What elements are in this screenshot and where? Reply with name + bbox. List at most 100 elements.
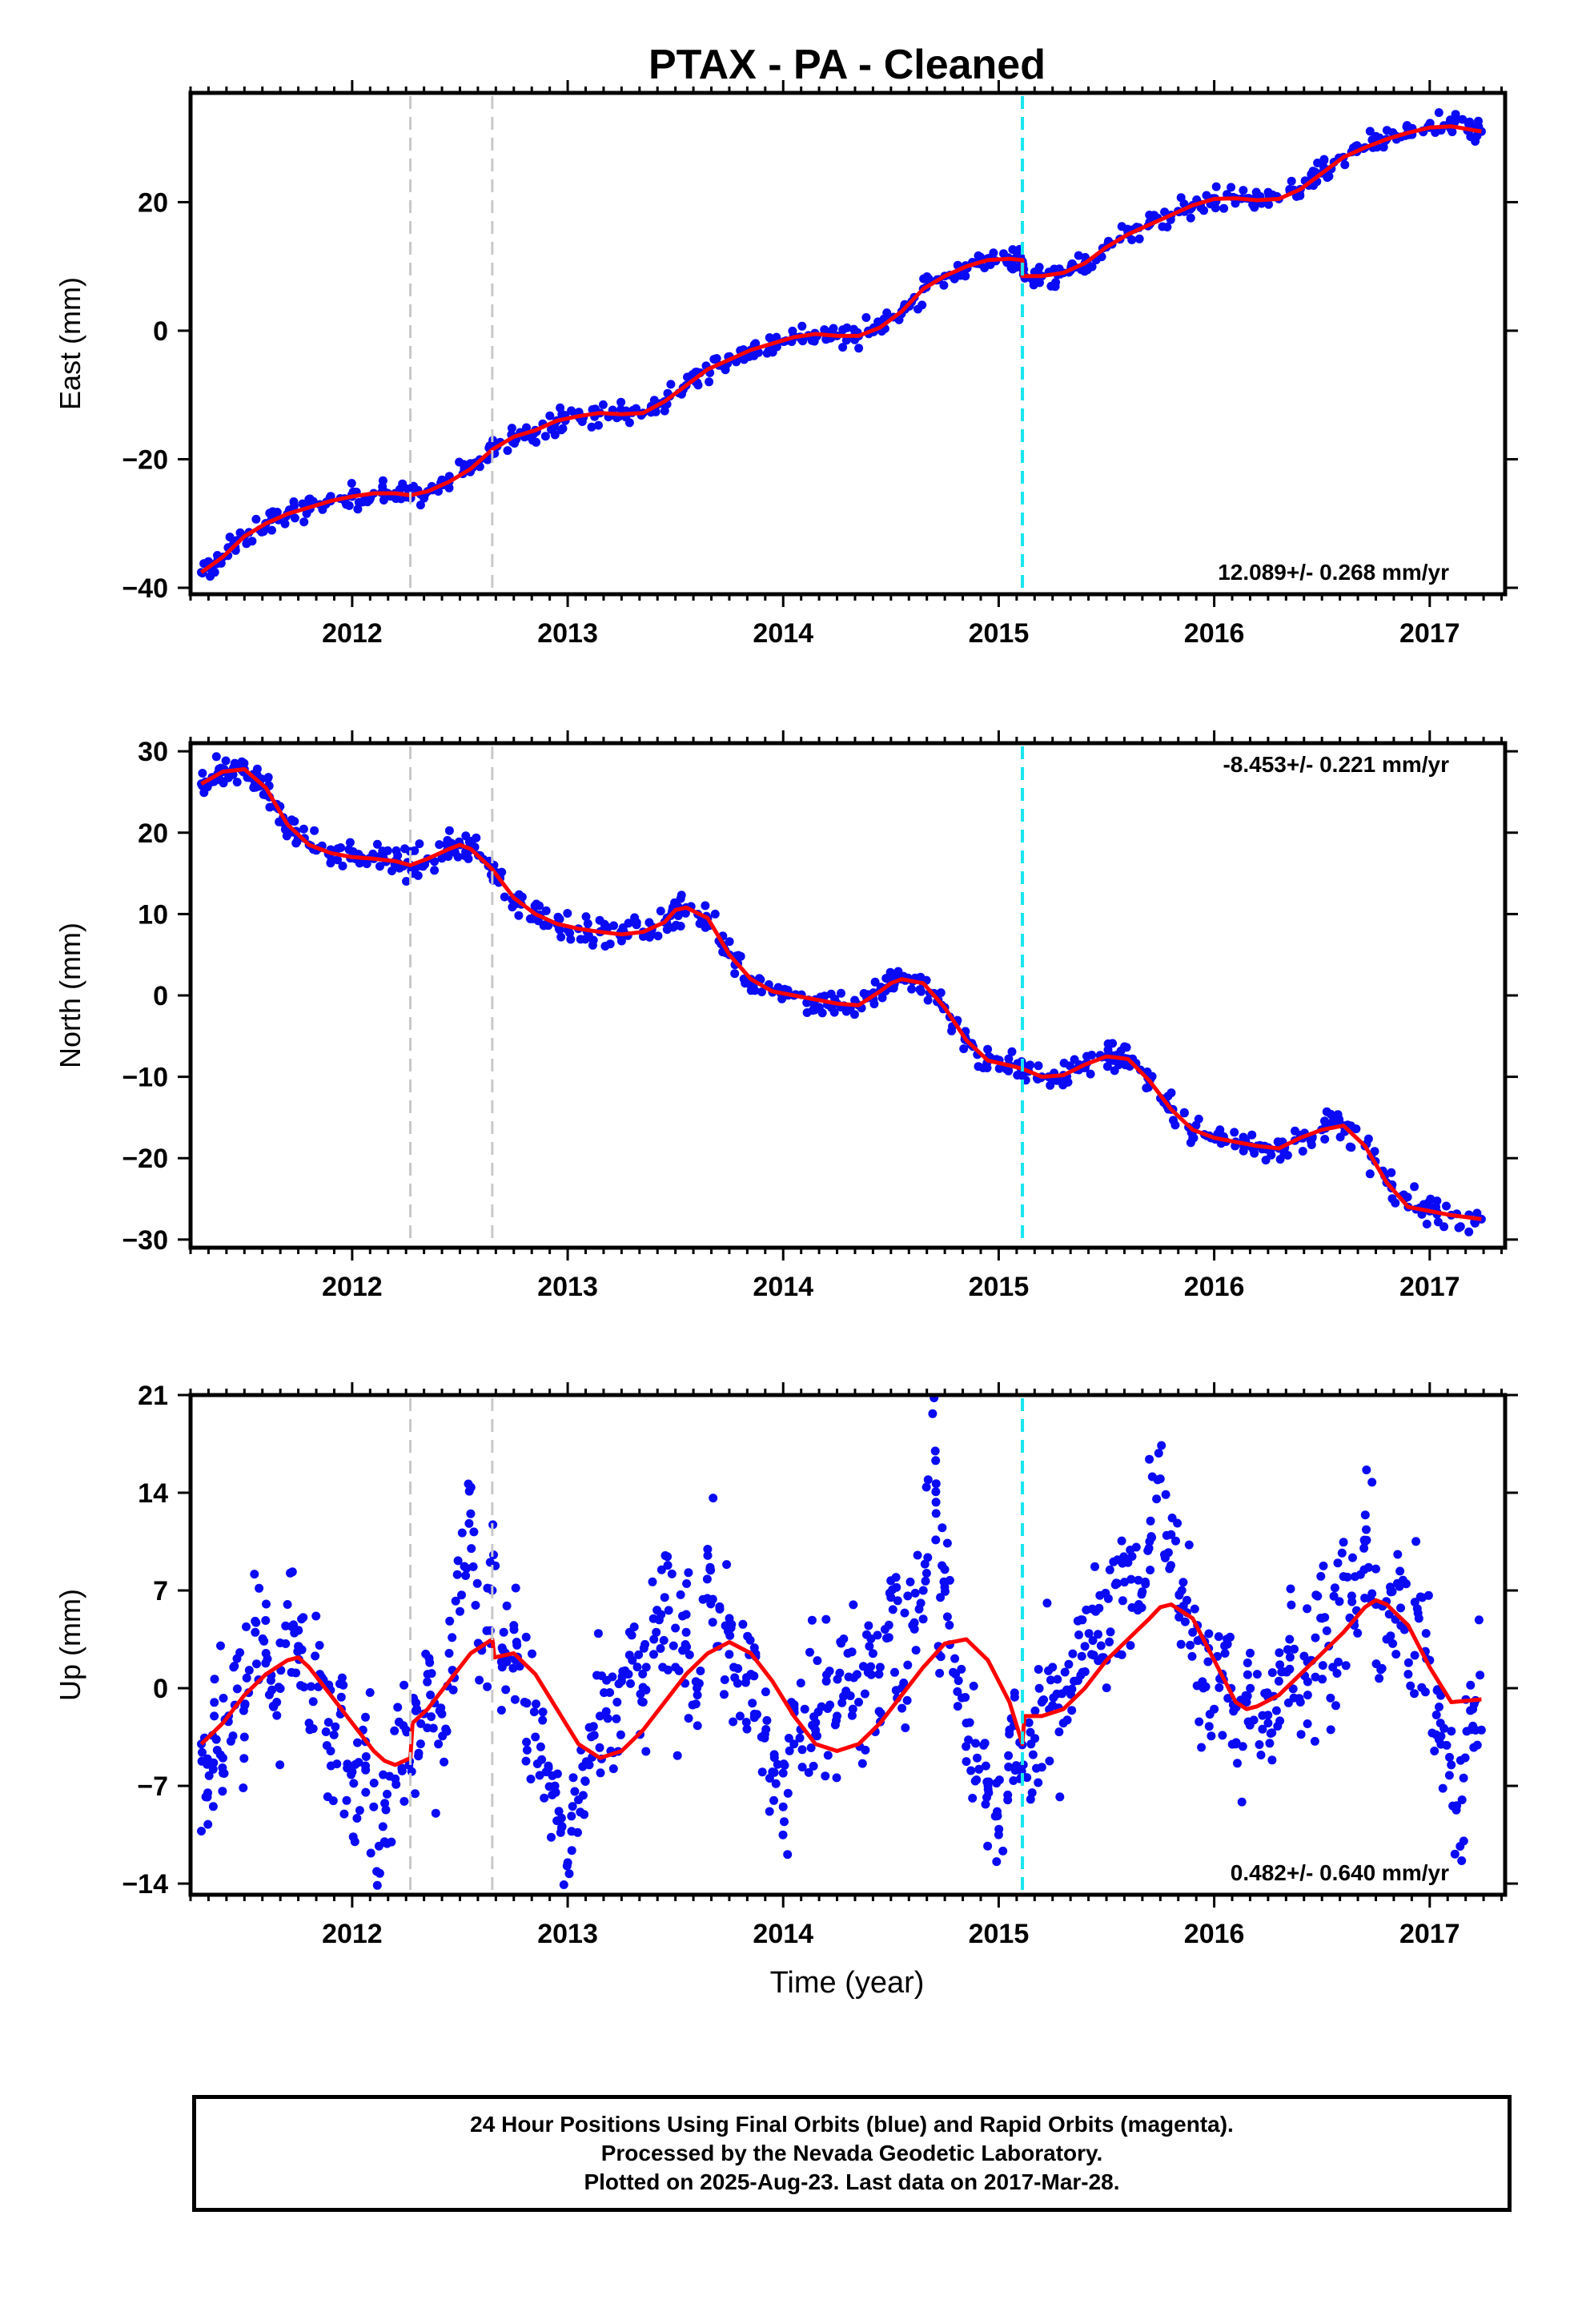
up-data-point xyxy=(428,1723,438,1733)
up-data-point xyxy=(576,1807,585,1817)
east-data-point xyxy=(251,514,261,524)
up-data-point xyxy=(275,1684,285,1693)
east-data-point xyxy=(503,446,512,456)
up-data-point xyxy=(1155,1474,1165,1484)
east-x-tick-label: 2016 xyxy=(1184,618,1245,649)
up-data-point xyxy=(339,1809,349,1819)
footer-line-plot-date: Plotted on 2025-Aug-23. Last data on 201… xyxy=(584,2169,1120,2194)
up-data-point xyxy=(251,1627,260,1637)
east-y-tick-label: −40 xyxy=(122,573,168,604)
east-data-point xyxy=(1127,235,1137,244)
east-data-point xyxy=(550,430,560,440)
east-data-point xyxy=(894,315,904,324)
up-data-point xyxy=(471,1601,480,1610)
north-data-point xyxy=(345,838,355,847)
up-data-point xyxy=(1173,1518,1182,1528)
up-data-point xyxy=(942,1612,952,1622)
up-data-point xyxy=(1203,1657,1213,1667)
up-data-point xyxy=(890,1667,899,1677)
north-data-point xyxy=(1120,1042,1130,1051)
east-data-point xyxy=(365,495,374,505)
up-data-point xyxy=(1452,1801,1462,1811)
up-data-point xyxy=(918,1586,928,1595)
up-data-point xyxy=(361,1765,371,1775)
north-data-point xyxy=(232,778,242,787)
up-data-point xyxy=(466,1509,476,1518)
up-data-point xyxy=(1395,1582,1404,1591)
east-data-point xyxy=(1447,127,1457,137)
up-data-point xyxy=(729,1717,738,1727)
east-data-point xyxy=(854,344,864,353)
up-data-point xyxy=(595,1743,604,1752)
up-data-point xyxy=(551,1787,560,1797)
east-data-point xyxy=(347,479,356,488)
east-data-point xyxy=(594,420,603,430)
up-data-point xyxy=(537,1755,547,1764)
north-data-point xyxy=(221,756,231,766)
up-data-point xyxy=(416,1719,426,1728)
north-data-point xyxy=(1103,1045,1113,1055)
up-data-point xyxy=(1393,1550,1403,1559)
east-data-point xyxy=(989,248,998,258)
up-data-point xyxy=(1286,1584,1295,1594)
up-data-point xyxy=(531,1732,540,1742)
up-data-point xyxy=(854,1698,863,1707)
east-data-point xyxy=(974,251,983,260)
up-data-point xyxy=(1223,1694,1233,1703)
up-data-point xyxy=(1360,1510,1370,1520)
up-data-point xyxy=(1177,1586,1186,1595)
up-data-point xyxy=(467,1544,476,1554)
north-data-point xyxy=(1188,1133,1198,1143)
up-data-point xyxy=(559,1880,568,1889)
north-data-point xyxy=(1004,1054,1014,1063)
up-data-point xyxy=(593,1629,603,1638)
east-data-point xyxy=(1458,115,1468,124)
up-data-point xyxy=(1011,1761,1021,1771)
north-data-point xyxy=(1279,1149,1289,1159)
north-data-point xyxy=(644,918,654,927)
up-data-point xyxy=(938,1523,947,1533)
up-data-point xyxy=(1362,1466,1371,1474)
up-y-tick-label: −7 xyxy=(137,1771,168,1802)
up-data-point xyxy=(1295,1698,1305,1707)
up-data-point xyxy=(1326,1693,1335,1703)
up-data-point xyxy=(1231,1738,1241,1747)
up-data-point xyxy=(1080,1642,1090,1651)
up-data-point xyxy=(923,1553,933,1562)
up-data-point xyxy=(784,1734,793,1743)
up-data-point xyxy=(876,1709,885,1718)
east-data-point xyxy=(1134,234,1144,243)
up-data-point xyxy=(1411,1537,1421,1546)
up-data-point xyxy=(294,1626,303,1635)
up-data-point xyxy=(936,1593,946,1602)
up-data-point xyxy=(1103,1594,1113,1603)
up-data-point xyxy=(528,1649,536,1659)
up-data-point xyxy=(778,1802,788,1811)
up-data-point xyxy=(994,1824,1004,1834)
x-axis-label: Time (year) xyxy=(770,1966,925,2000)
up-data-point xyxy=(412,1704,422,1714)
up-data-points xyxy=(197,1393,1486,1890)
east-data-point xyxy=(344,501,354,510)
north-data-point xyxy=(1439,1222,1449,1232)
up-data-point xyxy=(1034,1778,1043,1787)
up-data-point xyxy=(769,1795,778,1805)
north-data-point xyxy=(263,774,272,783)
east-data-point xyxy=(1351,142,1360,151)
east-data-point xyxy=(353,505,363,514)
east-data-point xyxy=(838,343,848,352)
up-data-point xyxy=(321,1727,331,1736)
up-data-point xyxy=(1414,1614,1423,1623)
up-data-point xyxy=(910,1588,920,1598)
up-data-point xyxy=(921,1569,931,1578)
north-x-tick-label: 2012 xyxy=(322,1272,383,1302)
up-data-point xyxy=(1009,1776,1018,1785)
up-data-point xyxy=(741,1718,751,1727)
north-data-point xyxy=(1179,1108,1189,1117)
north-data-point xyxy=(230,758,239,768)
up-data-point xyxy=(1427,1728,1437,1738)
east-y-axis-label: East (mm) xyxy=(54,277,86,410)
up-data-point xyxy=(250,1570,259,1579)
north-data-point xyxy=(710,909,720,919)
up-data-point xyxy=(1459,1836,1468,1846)
